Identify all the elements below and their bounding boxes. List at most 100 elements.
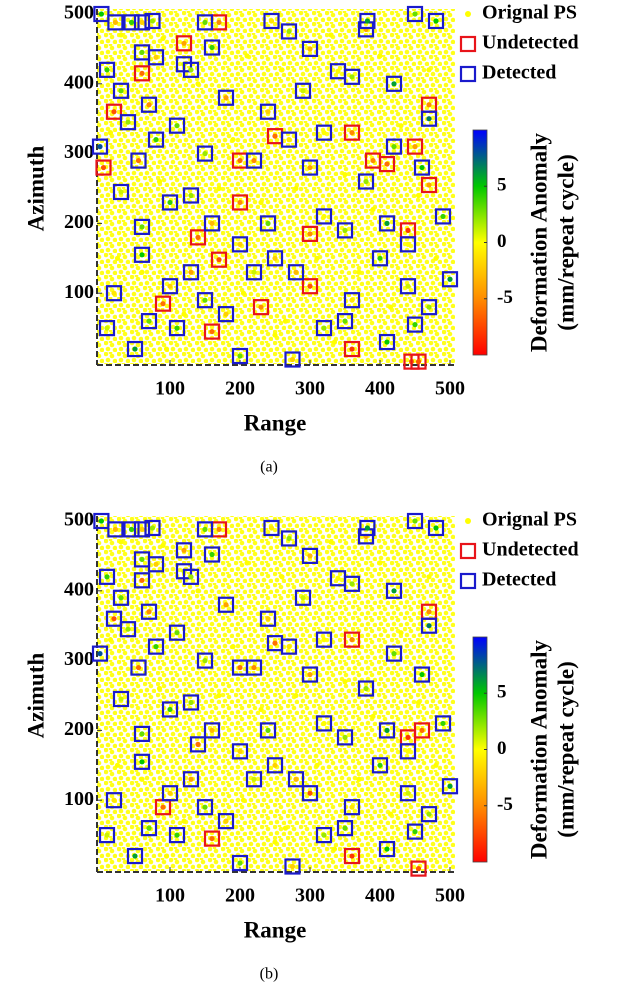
ps-deformation xyxy=(265,727,271,734)
detection-square xyxy=(217,89,235,106)
x-tick-label: 400 xyxy=(365,885,395,907)
detection-square xyxy=(147,49,165,66)
legend-marker xyxy=(459,542,477,560)
detection-square xyxy=(91,138,109,155)
ps-point xyxy=(377,53,383,59)
detection-square xyxy=(336,820,354,837)
detection-square xyxy=(343,631,361,648)
detection-square xyxy=(441,778,459,795)
ps-deformation xyxy=(405,241,411,247)
ps-point xyxy=(244,53,250,59)
colorbar-label: (mm/repeat cycle) xyxy=(553,154,578,330)
ps-deformation xyxy=(167,283,173,289)
y-tick-label: 200 xyxy=(64,718,94,740)
ps-deformation xyxy=(384,220,390,226)
ps-deformation xyxy=(251,776,257,782)
ps-deformation xyxy=(139,556,145,562)
detection-square xyxy=(126,847,144,865)
ps-deformation xyxy=(419,727,425,734)
ps-point xyxy=(240,797,247,803)
ps-deformation xyxy=(209,44,215,51)
legend-marker xyxy=(459,572,477,590)
ps-deformation xyxy=(272,640,278,646)
detection-square xyxy=(410,860,427,877)
ps-deformation xyxy=(149,525,156,531)
detection-square xyxy=(196,14,214,31)
ps-point xyxy=(160,542,166,549)
ps-deformation xyxy=(118,696,124,702)
detection-square xyxy=(210,251,228,268)
x-axis-label: Range xyxy=(244,410,307,435)
ps-deformation xyxy=(321,720,327,727)
y-tick-label: 300 xyxy=(64,648,94,670)
x-tick-label: 500 xyxy=(435,378,465,400)
legend-marker xyxy=(465,518,471,524)
ps-deformation xyxy=(321,832,327,838)
detection-square xyxy=(231,659,249,676)
ps-deformation xyxy=(447,783,453,789)
detection-square xyxy=(420,806,438,823)
ps-deformation xyxy=(237,860,243,866)
ps-deformation xyxy=(321,213,327,220)
ps-density xyxy=(97,9,455,364)
detection-square xyxy=(217,306,235,323)
y-tick-label: 500 xyxy=(64,2,94,24)
detection-square xyxy=(161,278,179,295)
detection-square xyxy=(259,610,277,627)
ps-deformation xyxy=(286,644,292,650)
ps-deformation xyxy=(342,227,348,233)
detection-square xyxy=(266,757,284,774)
legend-label: Detected xyxy=(482,569,556,591)
detection-square xyxy=(105,610,123,627)
ps-deformation xyxy=(272,255,278,261)
ps-deformation xyxy=(286,28,292,35)
detection-square xyxy=(140,603,158,620)
detection-square xyxy=(119,621,137,638)
detection-square xyxy=(399,278,417,295)
detection-square xyxy=(301,666,319,683)
detection-square xyxy=(130,152,147,169)
detection-square xyxy=(315,631,333,648)
y-tick-label: 500 xyxy=(64,509,94,531)
detection-square xyxy=(161,194,179,211)
ps-deformation xyxy=(265,220,271,226)
ps-deformation xyxy=(412,518,418,524)
ps-deformation xyxy=(160,804,166,810)
ps-deformation xyxy=(405,790,411,796)
detection-square xyxy=(378,722,396,739)
detection-square xyxy=(105,285,123,302)
x-axis-label: Range xyxy=(244,917,307,942)
detection-square xyxy=(385,645,403,662)
x-tick-label: 300 xyxy=(295,378,325,400)
ps-deformation xyxy=(237,241,243,247)
ps-point xyxy=(356,776,362,782)
ps-deformation xyxy=(349,130,355,136)
detection-square xyxy=(406,5,424,23)
ps-deformation xyxy=(412,322,418,328)
x-tick-label: 400 xyxy=(365,378,395,400)
detection-square xyxy=(413,722,431,739)
y-tick-label: 100 xyxy=(64,281,94,303)
detection-square xyxy=(371,250,389,267)
ps-point xyxy=(195,588,201,594)
detection-square xyxy=(336,313,354,330)
detection-square xyxy=(378,215,396,232)
detection-square xyxy=(133,218,151,235)
ps-point xyxy=(387,304,394,310)
detection-square xyxy=(105,103,123,120)
detection-square xyxy=(434,208,452,225)
detection-square xyxy=(263,12,280,30)
detection-square xyxy=(315,320,333,337)
ps-deformation xyxy=(223,602,229,608)
legend-label: Orignal PS xyxy=(482,2,577,24)
ps-deformation xyxy=(202,658,208,664)
ps-deformation xyxy=(349,74,355,80)
ps-deformation xyxy=(174,630,180,636)
ps-deformation xyxy=(349,804,355,810)
ps-point xyxy=(426,574,432,580)
ps-point xyxy=(163,853,170,859)
ps-deformation xyxy=(300,88,306,94)
detection-square xyxy=(441,271,459,288)
ps-deformation xyxy=(202,19,208,25)
